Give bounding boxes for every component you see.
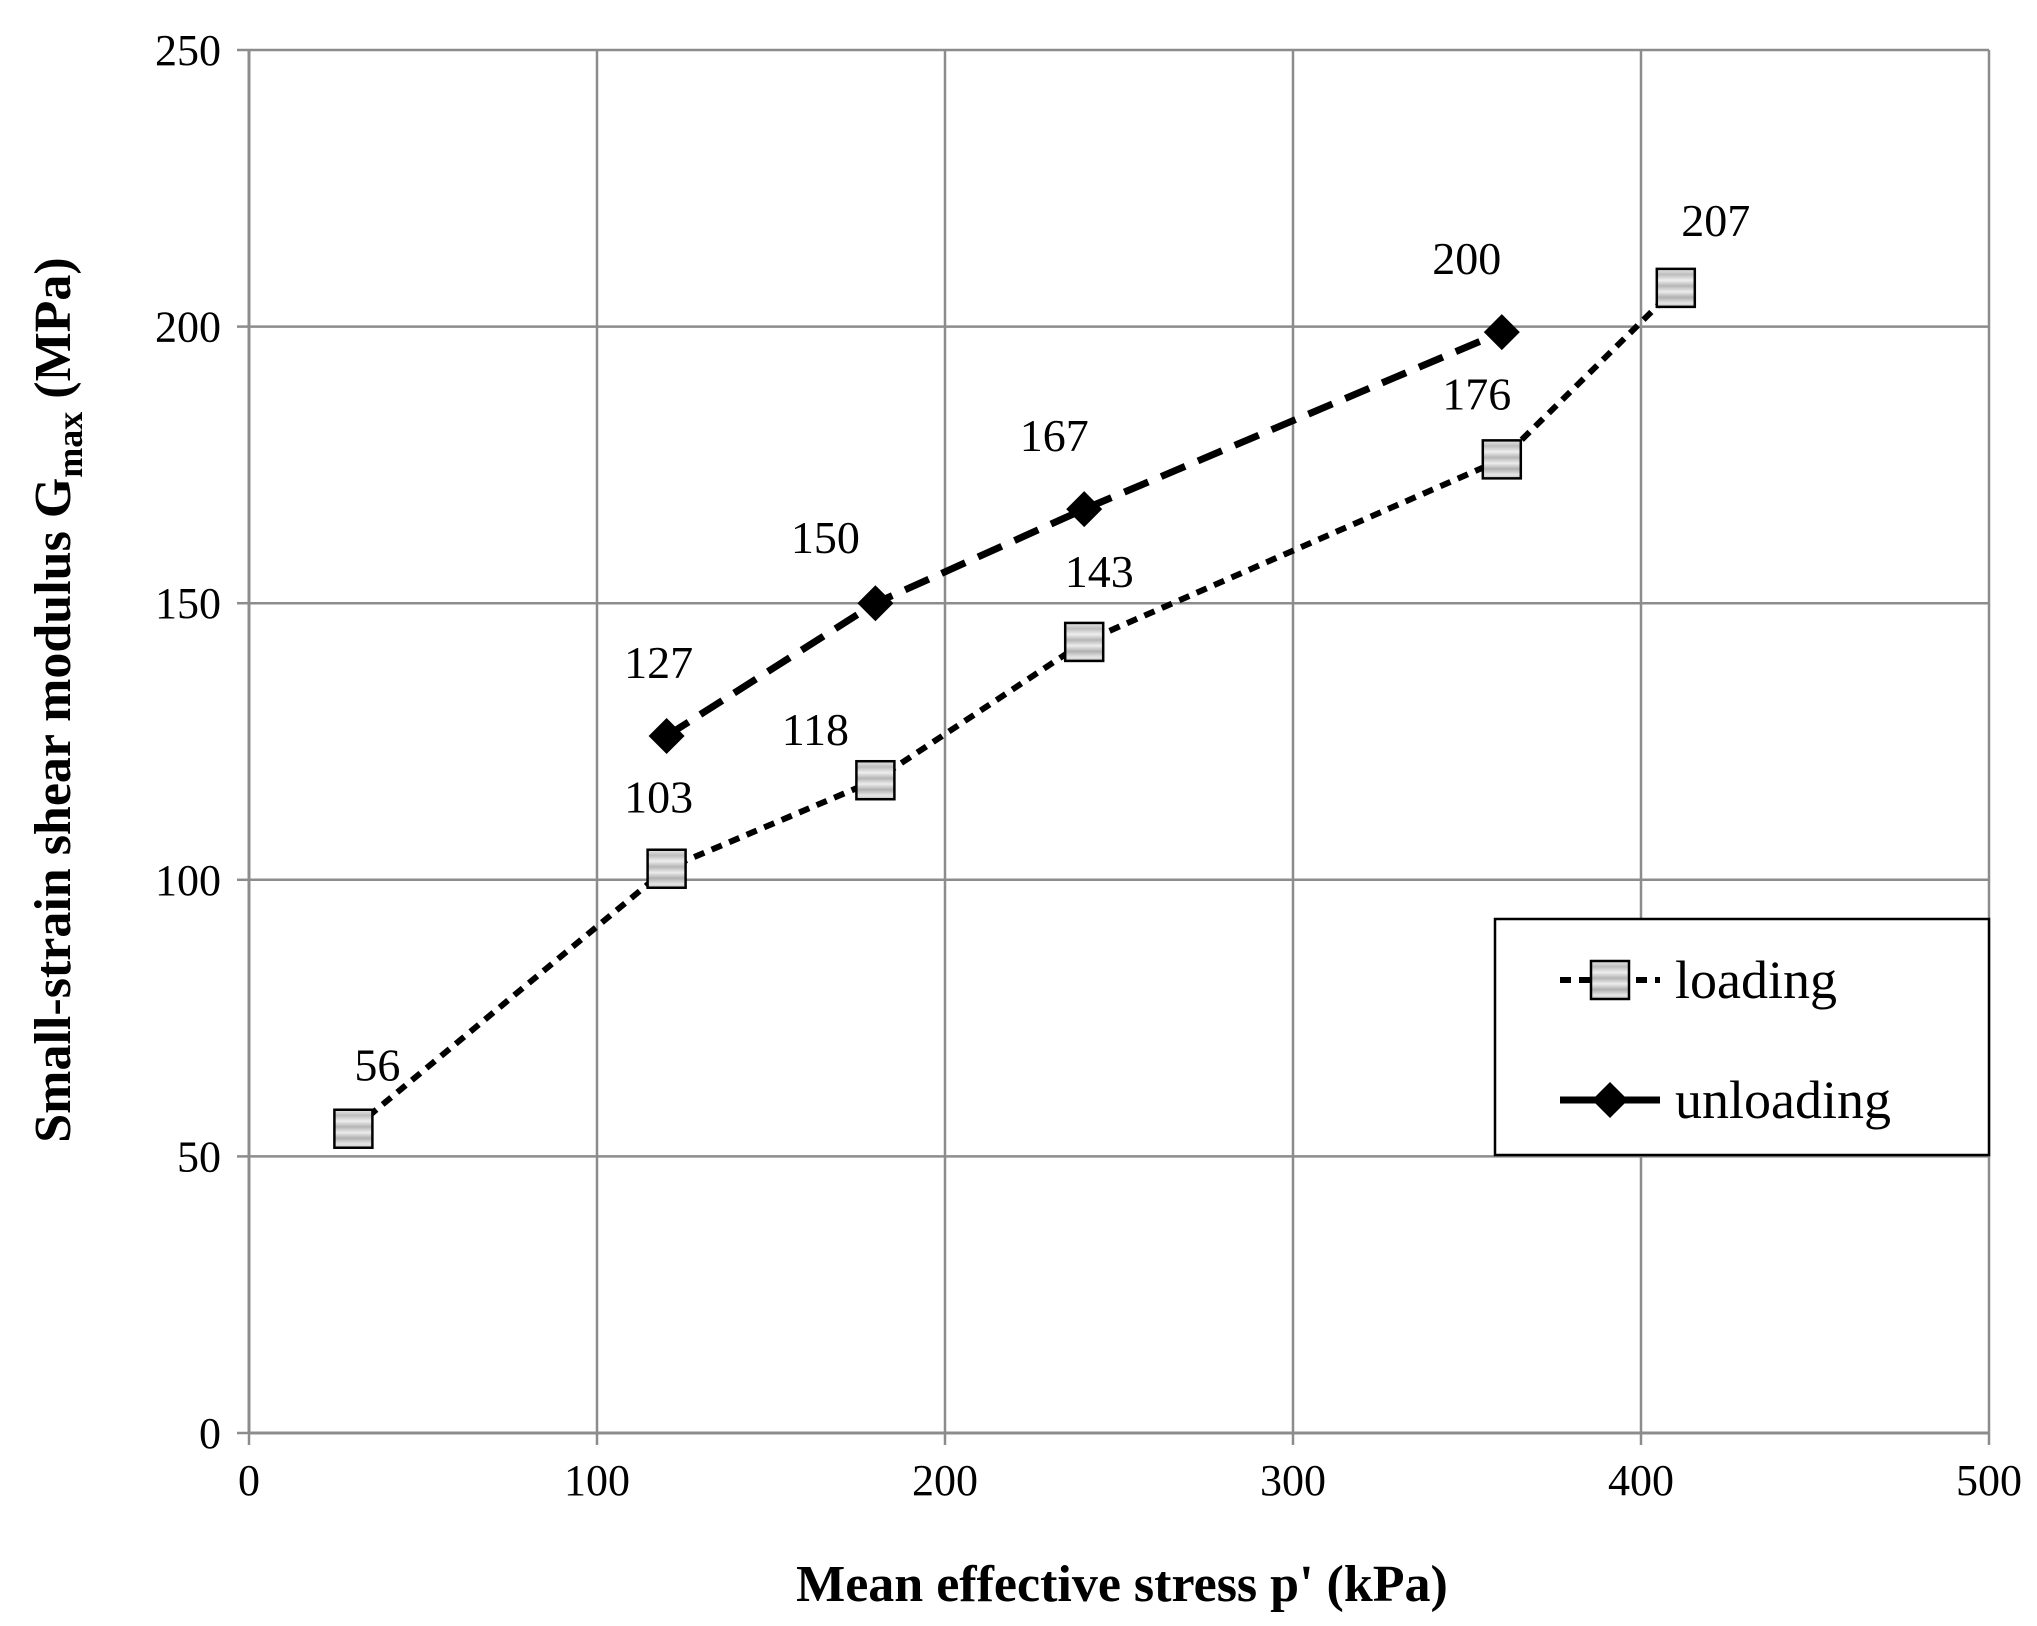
legend-box xyxy=(1493,917,1991,1157)
point-loading-180 xyxy=(855,759,896,801)
y-tick-label-150: 150 xyxy=(155,579,221,628)
y-tick-label-250: 250 xyxy=(155,26,221,75)
data-label-loading-410: 207 xyxy=(1681,195,1750,246)
data-label-loading-30: 56 xyxy=(354,1040,400,1091)
point-loading-360 xyxy=(1481,439,1523,480)
data-label-loading-120: 103 xyxy=(624,772,693,823)
y-axis-title-unit: (MPa) xyxy=(25,257,82,411)
legend-label-loading: loading xyxy=(1675,950,1837,1010)
data-label-loading-180: 118 xyxy=(782,704,849,755)
y-tick-label-100: 100 xyxy=(155,856,221,905)
data-label-unloading-360: 200 xyxy=(1432,233,1501,284)
point-unloading-240 xyxy=(1066,491,1103,528)
data-label-unloading-180: 150 xyxy=(791,512,860,563)
point-unloading-120 xyxy=(648,717,685,754)
point-unloading-360 xyxy=(1483,314,1520,351)
x-tick-label-100: 100 xyxy=(564,1456,630,1505)
axes: 0 50 100 150 200 250 0 100 200 300 400 500 xyxy=(155,26,2022,1505)
y-axis-title-main: Small-strain shear modulus G xyxy=(25,478,82,1143)
point-loading-240 xyxy=(1063,621,1105,663)
point-loading-120 xyxy=(646,848,687,889)
gridlines xyxy=(249,48,1991,1433)
y-tick-label-200: 200 xyxy=(155,303,221,352)
point-unloading-180 xyxy=(857,585,894,622)
x-tick-label-300: 300 xyxy=(1260,1456,1326,1505)
legend-marker-loading xyxy=(1589,959,1631,1001)
series-line-unloading xyxy=(664,328,1504,739)
legend-label-unloading: unloading xyxy=(1675,1070,1891,1130)
y-tick-label-0: 0 xyxy=(199,1409,221,1458)
x-axis-title: Mean effective stress p' (kPa) xyxy=(796,1556,1448,1613)
y-axis-title: Small-strain shear modulus Gmax (MPa) xyxy=(25,257,90,1143)
point-loading-30 xyxy=(333,1108,374,1149)
y-axis-title-subscript: max xyxy=(50,412,90,478)
series-layer xyxy=(333,267,1697,1149)
x-tick-label-500: 500 xyxy=(1956,1456,2022,1505)
x-tick-label-400: 400 xyxy=(1608,1456,1674,1505)
x-tick-label-0: 0 xyxy=(238,1456,260,1505)
legend: loading unloading xyxy=(1493,917,1991,1157)
data-label-loading-360: 176 xyxy=(1442,368,1511,419)
data-label-loading-240: 143 xyxy=(1065,546,1134,597)
data-label-unloading-240: 167 xyxy=(1020,410,1089,461)
y-tick-label-50: 50 xyxy=(177,1132,221,1181)
legend-marker-unloading xyxy=(1592,1082,1628,1118)
x-tick-label-200: 200 xyxy=(912,1456,978,1505)
data-label-unloading-120: 127 xyxy=(624,637,693,688)
point-loading-410 xyxy=(1655,267,1697,309)
data-labels: 56 103 118 143 176 207 127 150 167 200 xyxy=(354,195,1750,1091)
